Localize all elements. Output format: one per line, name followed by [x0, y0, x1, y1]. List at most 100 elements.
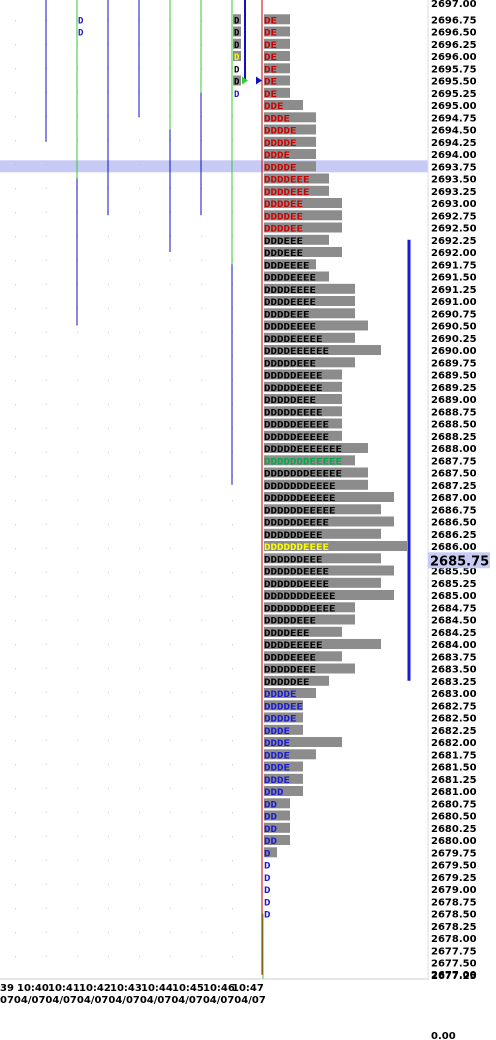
grid-dot [46, 356, 47, 357]
profile-letters-row: DDDDEEEEE [264, 335, 323, 345]
grid-dot [139, 692, 140, 693]
price-tick-label: 2691.25 [431, 285, 477, 296]
profile-bar [264, 773, 303, 784]
profile-letters-row: DDDDEEEEE [264, 641, 323, 651]
price-tick-label: 2688.00 [431, 444, 477, 455]
profile-bar [264, 504, 381, 515]
price-tick-label: 2696.00 [431, 52, 477, 63]
grid-dot [15, 836, 16, 837]
grid-dot [201, 356, 202, 357]
grid-dot [108, 284, 109, 285]
profile-bar [264, 198, 342, 208]
profile-letters-row: DDDE [264, 776, 290, 786]
profile-bar [264, 614, 355, 625]
grid-dot [15, 116, 16, 117]
profile-letters-row: DE [264, 41, 277, 51]
grid-dot [77, 572, 78, 573]
price-tick-label: 2688.25 [431, 432, 477, 443]
grid-dot [46, 524, 47, 525]
profile-bar [264, 492, 394, 502]
grid-dot [15, 476, 16, 477]
grid-dot [170, 884, 171, 885]
profile-letters-row: DDDDDDEEEE [264, 519, 329, 529]
open-marker [242, 76, 248, 85]
grid-dot [201, 932, 202, 933]
period-letter: D [234, 65, 240, 75]
grid-dot [77, 548, 78, 549]
profile-letters-row: DDDEEEE [264, 261, 310, 271]
grid-dot [201, 524, 202, 525]
grid-dot [15, 860, 16, 861]
profile-letters-row: DDDDEEEEEE [264, 347, 329, 357]
grid-dot [46, 644, 47, 645]
grid-dot [170, 500, 171, 501]
profile-bar [264, 786, 303, 796]
grid-dot [46, 500, 47, 501]
profile-bar [264, 516, 394, 527]
price-tick-label: 2693.50 [431, 175, 477, 186]
grid-dot [170, 596, 171, 597]
profile-bar [264, 443, 368, 453]
grid-dot [77, 884, 78, 885]
grid-dot [108, 788, 109, 789]
grid-dot [139, 500, 140, 501]
grid-dot [201, 452, 202, 453]
grid-dot [77, 740, 78, 741]
profile-bar [264, 185, 329, 196]
price-tick-label: 2682.50 [431, 714, 477, 725]
grid-dot [15, 20, 16, 21]
profile-letters-row: DDDDDDEEE [264, 555, 323, 565]
price-tick-label: 2694.00 [431, 150, 477, 161]
grid-dot [139, 356, 140, 357]
profile-letters-row: DDDDEE [264, 225, 303, 235]
grid-dot [201, 308, 202, 309]
grid-dot [15, 692, 16, 693]
grid-dot [170, 932, 171, 933]
profile-bar [264, 271, 329, 282]
grid-dot [46, 596, 47, 597]
grid-dot [201, 404, 202, 405]
profile-bar [264, 528, 381, 539]
price-tick-label: 2688.50 [431, 420, 477, 431]
profile-bar [264, 455, 355, 466]
profile-letters-row: DDD [264, 788, 284, 798]
profile-letters-row: D [264, 886, 271, 896]
price-tick-label: 2680.25 [431, 824, 477, 835]
grid-dot [170, 908, 171, 909]
grid-dot [139, 380, 140, 381]
price-tick-label: 2692.25 [431, 236, 477, 247]
grid-dot [139, 860, 140, 861]
price-tick-label: 2696.50 [431, 28, 477, 39]
profile-bar [264, 406, 342, 417]
grid-dot [108, 308, 109, 309]
price-tick-label: 2689.75 [431, 358, 477, 369]
grid-dot [46, 956, 47, 957]
profile-letters-row: DDDDEEEE [264, 323, 316, 333]
profile-letters-row: DDDDE [264, 139, 297, 149]
grid-dot [232, 572, 233, 573]
grid-dot [170, 644, 171, 645]
price-tick-label: 2692.50 [431, 224, 477, 235]
price-tick-label: 2694.75 [431, 113, 477, 124]
grid-dot [108, 380, 109, 381]
grid-dot [46, 236, 47, 237]
price-tick-label: 2695.00 [431, 101, 477, 112]
grid-dot [108, 596, 109, 597]
profile-bar [264, 675, 329, 686]
price-tick-label: 2680.50 [431, 812, 477, 823]
grid-dot [108, 956, 109, 957]
price-tick-label: 2685.25 [431, 579, 477, 590]
grid-dot [201, 620, 202, 621]
grid-dot [232, 812, 233, 813]
time-tick-label: 10:43 [110, 983, 142, 994]
grid-dot [201, 884, 202, 885]
grid-dot [201, 668, 202, 669]
grid-dot [170, 716, 171, 717]
grid-dot [170, 668, 171, 669]
profile-bar [264, 308, 355, 319]
grid-dot [232, 932, 233, 933]
period-letter: D [234, 78, 240, 88]
price-tick-label: 2690.75 [431, 309, 477, 320]
profile-bar [264, 688, 316, 698]
